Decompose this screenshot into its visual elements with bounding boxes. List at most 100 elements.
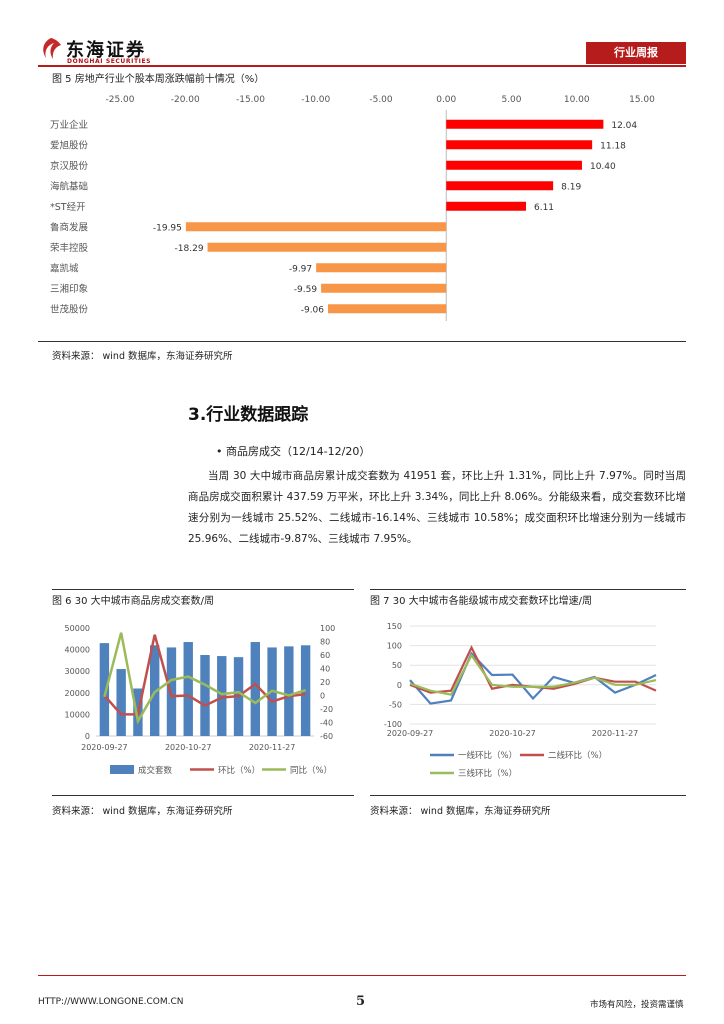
- fig7-series-line-1: [409, 651, 657, 705]
- fig7-x-tick-label: 2020-10-27: [489, 729, 536, 738]
- footer-url: HTTP://WWW.LONGONE.COM.CN: [38, 997, 184, 1007]
- fig5-category-label: *ST经开: [50, 201, 86, 213]
- fig6-right-tick-label: 60: [320, 651, 330, 660]
- fig5-category-label: 嘉凯城: [50, 262, 79, 274]
- fig5-bar: [446, 119, 604, 129]
- fig7-legend-label: 三线环比（%）: [458, 768, 517, 779]
- fig5-x-tick-label: 5.00: [501, 95, 521, 105]
- fig5-bar: [321, 283, 447, 293]
- fig6-left-tick-label: 50000: [65, 624, 90, 633]
- fig6-bar: [99, 643, 110, 736]
- company-logo-icon: [43, 38, 61, 59]
- fig5-category-label: 三湘印象: [50, 283, 89, 295]
- fig5-x-tick-label: -25.00: [105, 95, 134, 105]
- fig7-y-tick-label: 100: [387, 642, 402, 651]
- fig6-right-tick-label: 40: [320, 665, 330, 674]
- fig6-top-rule: [52, 589, 354, 590]
- fig5-value-label: -18.29: [175, 244, 204, 254]
- fig7-y-tick-label: -50: [389, 700, 402, 709]
- fig5-x-tick-label: -15.00: [236, 95, 265, 105]
- fig7-y-tick-label: -100: [384, 720, 402, 729]
- fig6-bar: [284, 646, 294, 736]
- logo-text-en: DONGHAI SECURITIES: [67, 58, 152, 65]
- fig6-left-tick-label: 10000: [65, 710, 90, 719]
- fig5-x-tick-label: 10.00: [564, 95, 590, 105]
- fig5-category-label: 万业企业: [50, 119, 88, 131]
- fig6-right-tick-label: -60: [320, 732, 333, 741]
- fig5-category-label: 鲁商发展: [50, 221, 89, 233]
- fig6-right-tick-label: 20: [320, 678, 330, 687]
- fig6-x-tick-label: 2020-10-27: [165, 743, 212, 752]
- fig6-bar: [217, 656, 227, 736]
- fig6-left-tick-label: 0: [85, 732, 90, 741]
- fig5-bar: [207, 242, 447, 252]
- fig6-x-tick-label: 2020-11-27: [249, 743, 296, 752]
- fig5-bottom-rule: [38, 341, 686, 342]
- fig6-x-tick-label: 2020-09-27: [81, 743, 128, 752]
- fig5-bar: [328, 304, 447, 314]
- fig6-left-tick-label: 40000: [65, 646, 90, 655]
- fig6-legend-label: 环比（%）: [218, 765, 260, 776]
- fig6-right-tick-label: 80: [320, 638, 330, 647]
- fig6-bar: [116, 669, 126, 736]
- fig7-series-line-3: [409, 653, 657, 696]
- fig7-bottom-rule: [370, 795, 686, 796]
- fig6-legend-label: 成交套数: [138, 765, 173, 776]
- fig6-bar: [200, 655, 210, 736]
- fig6-bar: [183, 642, 193, 736]
- fig6-bar: [250, 642, 261, 736]
- fig7-top-rule: [370, 589, 686, 590]
- fig5-category-label: 爱旭股份: [50, 139, 89, 151]
- fig5-x-tick-label: 0.00: [436, 95, 456, 105]
- page-header: 东海证券 DONGHAI SECURITIES 行业周报: [0, 0, 724, 70]
- fig5-bar-chart: -25.00 -20.00 -15.00 -10.00 -5.00 0.00 5.00 10.…: [50, 95, 655, 321]
- logo-text-cn: 东海证券: [66, 40, 146, 61]
- fig5-value-label: 6.11: [534, 203, 554, 213]
- fig7-x-tick-label: 2020-09-27: [387, 729, 434, 738]
- fig5-category-label: 京汉股份: [50, 160, 89, 172]
- fig7-caption: 图 7 30 大中城市各能级城市成交套数环比增速/周: [370, 596, 592, 607]
- fig6-line-yoy: [103, 632, 306, 725]
- fig7-y-tick-label: 50: [392, 661, 402, 670]
- fig5-bar: [446, 140, 593, 150]
- fig7-source: 资料来源： wind 数据库，东海证券研究所: [370, 806, 551, 817]
- fig5-category-label: 世茂股份: [50, 303, 89, 315]
- section-bullet: • 商品房成交（12/14-12/20）: [216, 445, 371, 458]
- fig6-right-tick-label: -20: [320, 705, 333, 714]
- fig5-bar: [446, 201, 526, 211]
- section-title: 3.行业数据跟踪: [188, 405, 309, 425]
- fig6-caption: 图 6 30 大中城市商品房成交套数/周: [52, 596, 214, 607]
- section-paragraph: 当周 30 大中城市商品房累计成交套数为 41951 套，环比上升 1.31%，…: [188, 470, 686, 545]
- fig6-right-tick-label: 100: [320, 624, 335, 633]
- fig5-value-label: -19.95: [153, 223, 182, 233]
- fig5-bar: [446, 160, 582, 170]
- fig5-bar: [446, 181, 554, 191]
- fig5-bar: [185, 222, 447, 232]
- fig5-category-label: 荣丰控股: [50, 242, 89, 254]
- fig5-value-label: 8.19: [561, 182, 581, 192]
- fig5-value-label: 10.40: [590, 162, 616, 172]
- page-number: 5: [356, 994, 366, 1009]
- fig7-x-tick-label: 2020-11-27: [592, 729, 639, 738]
- fig5-value-label: -9.97: [289, 264, 312, 274]
- fig5-x-tick-label: -5.00: [369, 95, 393, 105]
- fig5-x-tick-label: -20.00: [171, 95, 200, 105]
- fig6-legend-swatch: [110, 765, 134, 774]
- fig6-combo-chart: 50000 40000 30000 20000 10000 0 100 80 60 40 20 0 -2…: [65, 624, 336, 776]
- fig7-y-tick-label: 0: [397, 681, 402, 690]
- fig5-value-label: -9.59: [294, 285, 318, 295]
- fig6-bottom-rule: [52, 795, 354, 796]
- fig5-value-label: 12.04: [611, 121, 637, 131]
- fig6-legend-label: 同比（%）: [290, 765, 332, 776]
- fig7-y-tick-label: 150: [387, 622, 402, 631]
- fig7-legend-label: 一线环比（%）: [458, 750, 517, 761]
- fig5-x-tick-label: 15.00: [629, 95, 655, 105]
- risk-disclaimer: 市场有风险，投资需谨慎: [590, 1000, 684, 1010]
- fig6-source: 资料来源： wind 数据库，东海证券研究所: [52, 806, 233, 817]
- report-type-badge: 行业周报: [586, 42, 686, 64]
- fig5-x-tick-label: -10.00: [301, 95, 330, 105]
- fig7-legend-label: 二线环比（%）: [548, 750, 607, 761]
- fig5-value-label: -9.06: [301, 305, 325, 315]
- fig5-category-label: 海航基础: [50, 180, 88, 192]
